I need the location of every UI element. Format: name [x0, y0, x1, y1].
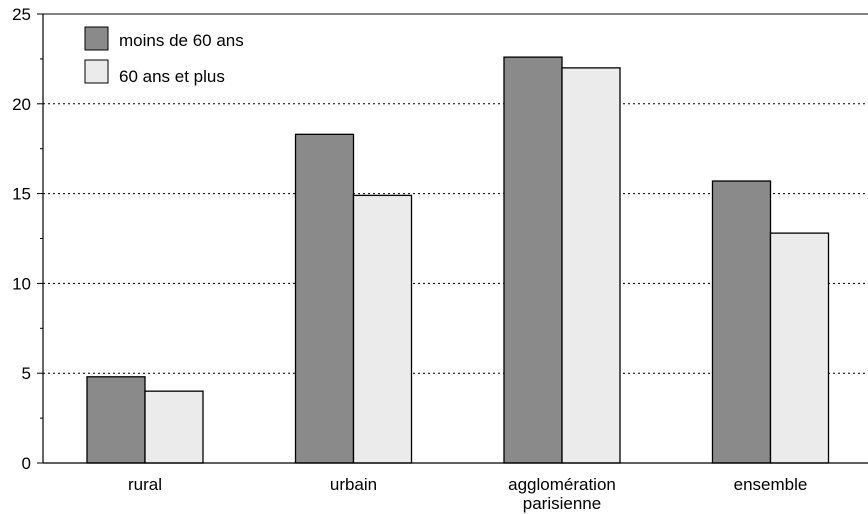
- x-category-label: rural: [128, 475, 162, 494]
- bars: [86, 56, 830, 464]
- bar-series-1: [86, 376, 146, 464]
- y-tick-label: 20: [12, 95, 31, 114]
- y-axis-ticks: 0 5 10 15 20 25: [12, 5, 43, 473]
- bar-series-2: [561, 67, 621, 464]
- y-tick-label: 5: [22, 364, 31, 383]
- legend-swatch-series-1: [84, 26, 109, 51]
- x-category-label: ensemble: [734, 475, 808, 494]
- legend-label-series-2: 60 ans et plus: [119, 67, 225, 86]
- legend: moins de 60 ans 60 ans et plus: [84, 26, 244, 86]
- bar-series-1: [503, 56, 563, 464]
- y-tick-label: 10: [12, 274, 31, 293]
- y-tick-label: 15: [12, 185, 31, 204]
- legend-label-series-1: moins de 60 ans: [119, 31, 244, 50]
- bar-series-1: [711, 180, 772, 464]
- x-category-label: urbain: [330, 475, 377, 494]
- bar-series-1: [294, 133, 355, 464]
- bar-series-2: [769, 232, 830, 464]
- bar-series-2: [352, 194, 413, 464]
- y-tick-label: 0: [22, 454, 31, 473]
- x-axis-labels: rural urbain agglomération parisienne ensemb…: [128, 475, 807, 513]
- y-tick-label: 25: [12, 5, 31, 24]
- x-category-label: agglomération parisienne: [508, 475, 616, 513]
- legend-swatch-series-2: [84, 59, 109, 84]
- bar-series-2: [144, 390, 204, 464]
